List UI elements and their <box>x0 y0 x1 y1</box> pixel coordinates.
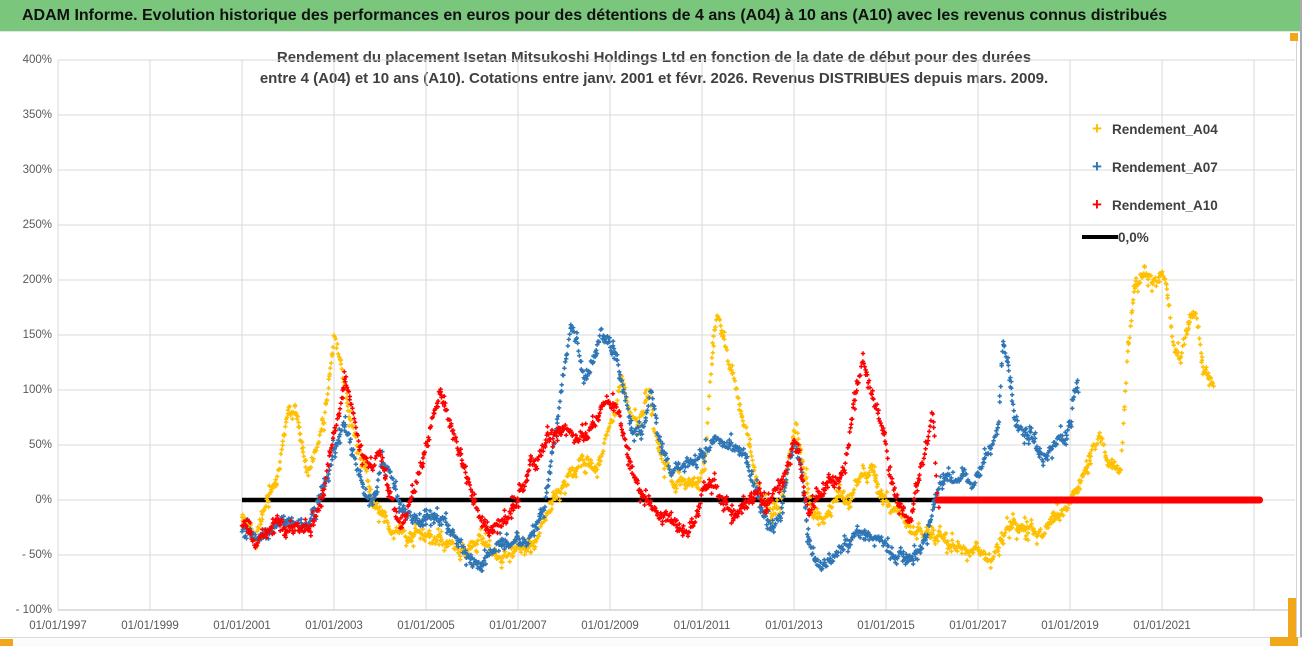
x-tick-label: 01/01/2011 <box>673 620 731 632</box>
y-tick-label: 0% <box>35 494 52 506</box>
x-tick-label: 01/01/2005 <box>397 620 455 632</box>
plus-marker-icon: + <box>1092 119 1102 138</box>
selection-corner-bottom-right-v <box>1288 598 1296 638</box>
x-tick-label: 01/01/2015 <box>857 620 915 632</box>
banner-title: ADAM Informe. Evolution historique des p… <box>22 6 1168 24</box>
zero-line-swatch <box>1082 235 1118 239</box>
x-tick-label: 01/01/2007 <box>489 620 547 632</box>
y-tick-label: - 50% <box>21 549 52 561</box>
y-tick-label: 300% <box>22 164 52 176</box>
x-tick-label: 01/01/2001 <box>213 620 271 632</box>
legend-item-rendement-a07[interactable]: + Rendement_A07 <box>1082 156 1218 178</box>
x-tick-label: 01/01/1999 <box>121 620 179 632</box>
x-tick-label: 01/01/2017 <box>949 620 1007 632</box>
legend-label: Rendement_A04 <box>1112 121 1218 137</box>
x-tick-label: 01/01/1997 <box>29 620 87 632</box>
y-tick-label: 50% <box>28 439 52 451</box>
legend-item-rendement-a04[interactable]: + Rendement_A04 <box>1082 118 1218 140</box>
x-tick-label: 01/01/2003 <box>305 620 363 632</box>
chart-title: Rendement du placement Isetan Mitsukoshi… <box>0 47 1302 89</box>
selection-corner-bottom-right-h <box>1270 637 1298 646</box>
legend-label: Rendement_A07 <box>1112 159 1218 175</box>
scroll-thumb-bottom-left[interactable] <box>0 639 13 646</box>
window-right-border <box>1300 0 1302 647</box>
y-tick-label: 100% <box>22 384 52 396</box>
plus-marker-icon: + <box>1092 157 1102 176</box>
x-tick-label: 01/01/2009 <box>581 620 639 632</box>
plot-right-border <box>1296 36 1297 642</box>
selection-corner-top-right <box>1290 33 1298 41</box>
x-tick-label: 01/01/2019 <box>1041 620 1099 632</box>
x-tick-label: 01/01/2013 <box>765 620 823 632</box>
legend-label: 0,0% <box>1118 229 1149 245</box>
bottom-scroll-strip[interactable] <box>0 637 1302 647</box>
y-tick-label: 150% <box>22 329 52 341</box>
x-tick-label: 01/01/2021 <box>1133 620 1191 632</box>
legend-label: Rendement_A10 <box>1112 197 1218 213</box>
chart-title-line1: Rendement du placement Isetan Mitsukoshi… <box>276 49 1032 66</box>
plus-marker-icon: + <box>1092 195 1102 214</box>
y-tick-label: 200% <box>22 274 52 286</box>
header-banner: ADAM Informe. Evolution historique des p… <box>0 0 1302 32</box>
legend-item-0-0-[interactable]: 0,0% <box>1082 226 1149 248</box>
chart-title-line2: entre 4 (A04) et 10 ans (A10). Cotations… <box>259 70 1049 87</box>
y-tick-label: 350% <box>22 109 52 121</box>
y-tick-label: 250% <box>22 219 52 231</box>
legend-item-rendement-a10[interactable]: + Rendement_A10 <box>1082 194 1218 216</box>
y-tick-label: - 100% <box>15 604 52 616</box>
y-tick-label: 400% <box>22 54 52 66</box>
